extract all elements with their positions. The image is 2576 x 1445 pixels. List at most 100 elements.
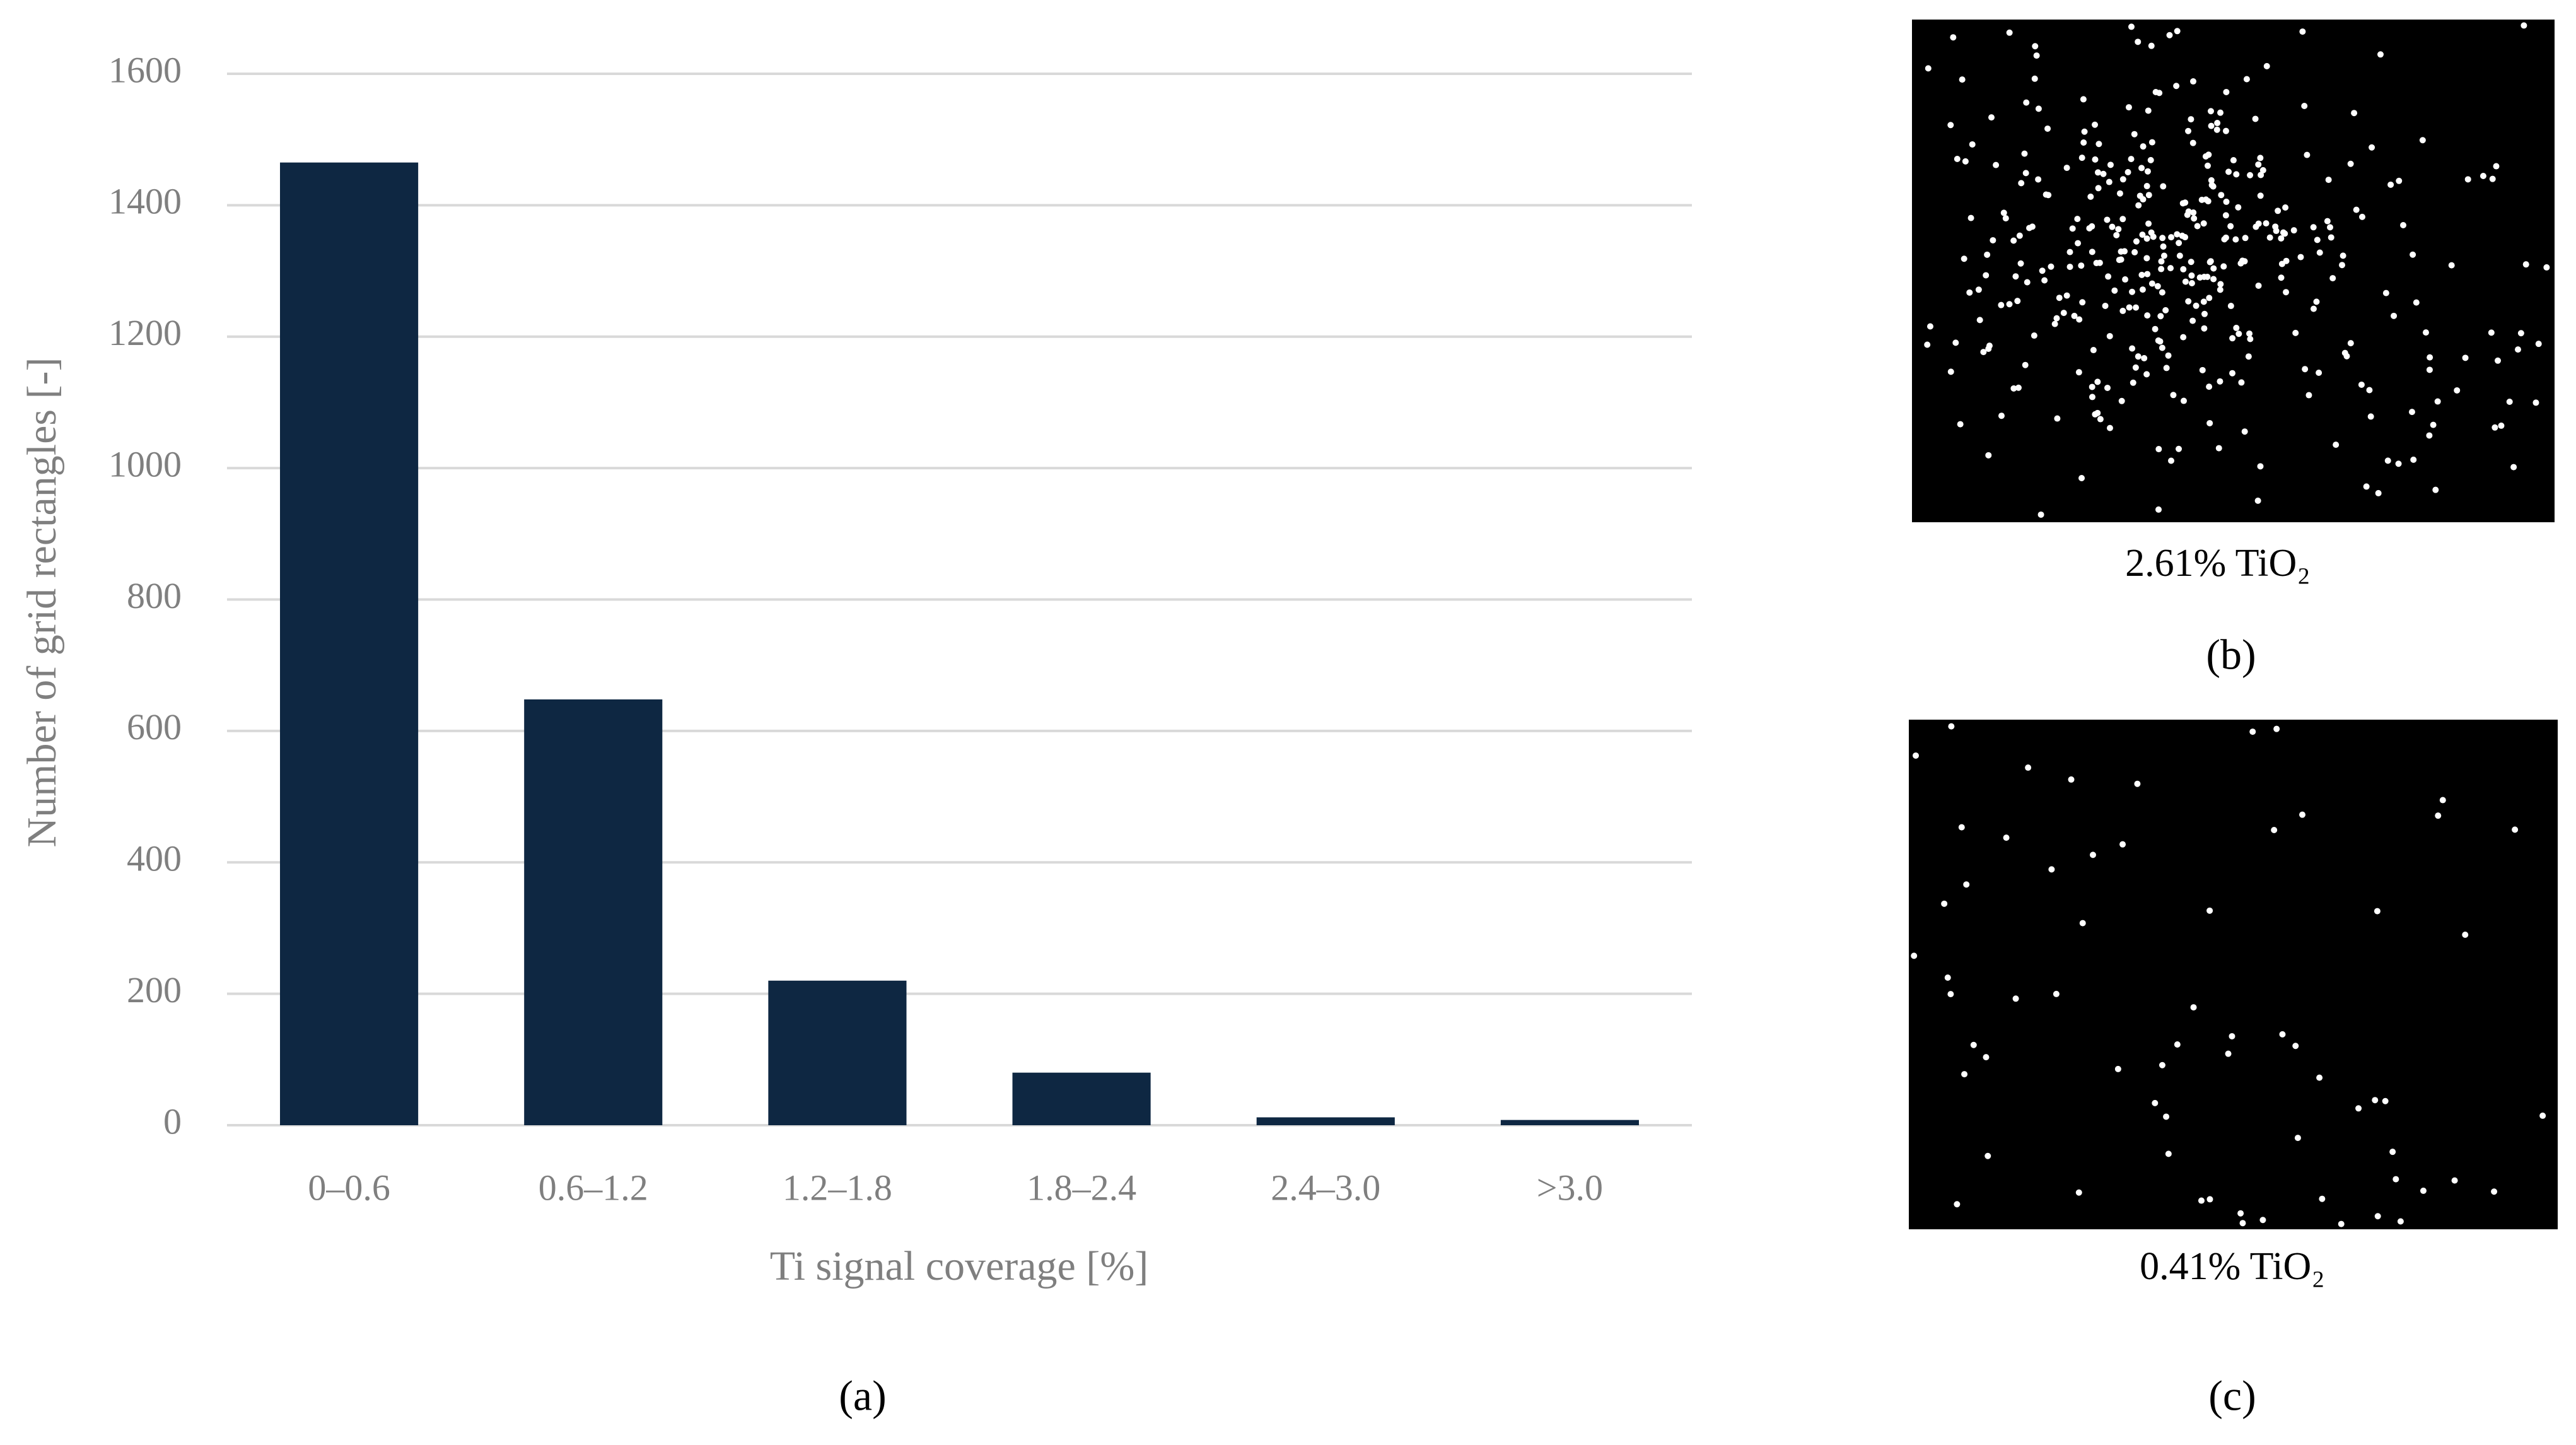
particle (2434, 398, 2441, 405)
particle (2143, 235, 2150, 242)
particle (1998, 412, 2005, 419)
particle (2063, 292, 2070, 299)
particle (2257, 155, 2264, 161)
y-tick-label: 0 (163, 1101, 182, 1142)
particle (2237, 1210, 2244, 1217)
particle (2419, 137, 2426, 144)
particle (2024, 279, 2031, 286)
particle (2189, 139, 2196, 146)
particle (2451, 1177, 2458, 1184)
particle (2245, 353, 2252, 360)
particle (2439, 797, 2446, 804)
particle (2299, 28, 2306, 35)
particle (2301, 102, 2308, 109)
particle (2233, 171, 2240, 178)
particle (2239, 1220, 2246, 1227)
particle (2148, 139, 2155, 146)
particle (2358, 213, 2365, 220)
particle (2539, 1112, 2546, 1119)
particle (2208, 122, 2215, 129)
particle (2188, 259, 2194, 266)
particle (2299, 811, 2306, 818)
particle (2089, 394, 2095, 401)
particle (2119, 841, 2126, 848)
particle (2206, 1196, 2213, 1203)
particle (2145, 220, 2152, 227)
particle (2198, 196, 2205, 203)
particle (2096, 259, 2103, 266)
particle (2223, 88, 2230, 95)
particle (2010, 237, 2017, 244)
particle (2273, 725, 2280, 732)
particle (2206, 907, 2213, 914)
bar (1012, 1072, 1151, 1125)
particle (2193, 302, 2200, 309)
image-caption: 2.61% TiO₂ (2125, 542, 2311, 585)
particle (2144, 271, 2151, 278)
particle (2041, 277, 2048, 284)
particle (2242, 235, 2249, 242)
particle (1967, 214, 1974, 221)
particle (2157, 313, 2164, 320)
particle (2118, 256, 2124, 263)
particle (2048, 263, 2054, 270)
particle (2135, 38, 2142, 45)
y-tick-label: 800 (127, 575, 182, 616)
particle (2210, 265, 2217, 272)
particle (2382, 290, 2389, 296)
particle (2144, 312, 2151, 319)
particle (2143, 183, 2150, 190)
particle (2185, 298, 2192, 305)
particle (1948, 723, 1955, 730)
particle (2133, 238, 2140, 245)
particle (2155, 446, 2162, 453)
particle (2223, 198, 2230, 205)
particle (2201, 325, 2208, 332)
particle (2129, 345, 2136, 352)
particle (2089, 223, 2095, 230)
x-tick-label: 0.6–1.2 (539, 1167, 648, 1208)
particle (2054, 415, 2061, 422)
particle (2160, 252, 2167, 259)
particle (2185, 208, 2192, 215)
particle (2263, 62, 2270, 69)
particle (2363, 483, 2370, 490)
particle (2506, 398, 2513, 405)
particle (2104, 216, 2111, 223)
particle (2213, 126, 2220, 133)
particle (1925, 65, 1932, 72)
particle (2116, 190, 2123, 197)
particle (2543, 264, 2550, 271)
particle (2081, 128, 2088, 135)
particle (2292, 329, 2299, 336)
particle (2258, 172, 2264, 178)
particle (2163, 1113, 2170, 1120)
particle (2432, 486, 2439, 493)
particle (2035, 105, 2042, 112)
particle (2144, 168, 2151, 175)
particle (2351, 110, 2358, 117)
particle (2464, 176, 2471, 183)
particle (2353, 206, 2360, 213)
particle (2111, 287, 2118, 294)
particle (2132, 364, 2139, 371)
particle (2491, 1188, 2498, 1195)
particle (2217, 281, 2224, 288)
particle (2340, 252, 2346, 259)
x-tick-label: >3.0 (1537, 1167, 1603, 1208)
particle (2283, 257, 2290, 264)
particle (2159, 235, 2166, 242)
particle (2382, 1097, 2389, 1104)
particle (2480, 172, 2486, 179)
micrograph (1909, 720, 2558, 1229)
particle (2347, 340, 2354, 347)
particle (2396, 177, 2403, 184)
particle (2130, 379, 2136, 386)
x-axis-title: Ti signal coverage [%] (770, 1243, 1149, 1289)
particle (2532, 399, 2539, 406)
particle (2294, 1135, 2301, 1142)
particle (2143, 371, 2150, 378)
particle (2128, 23, 2135, 30)
particle (2126, 304, 2133, 311)
particle (2420, 1187, 2427, 1194)
